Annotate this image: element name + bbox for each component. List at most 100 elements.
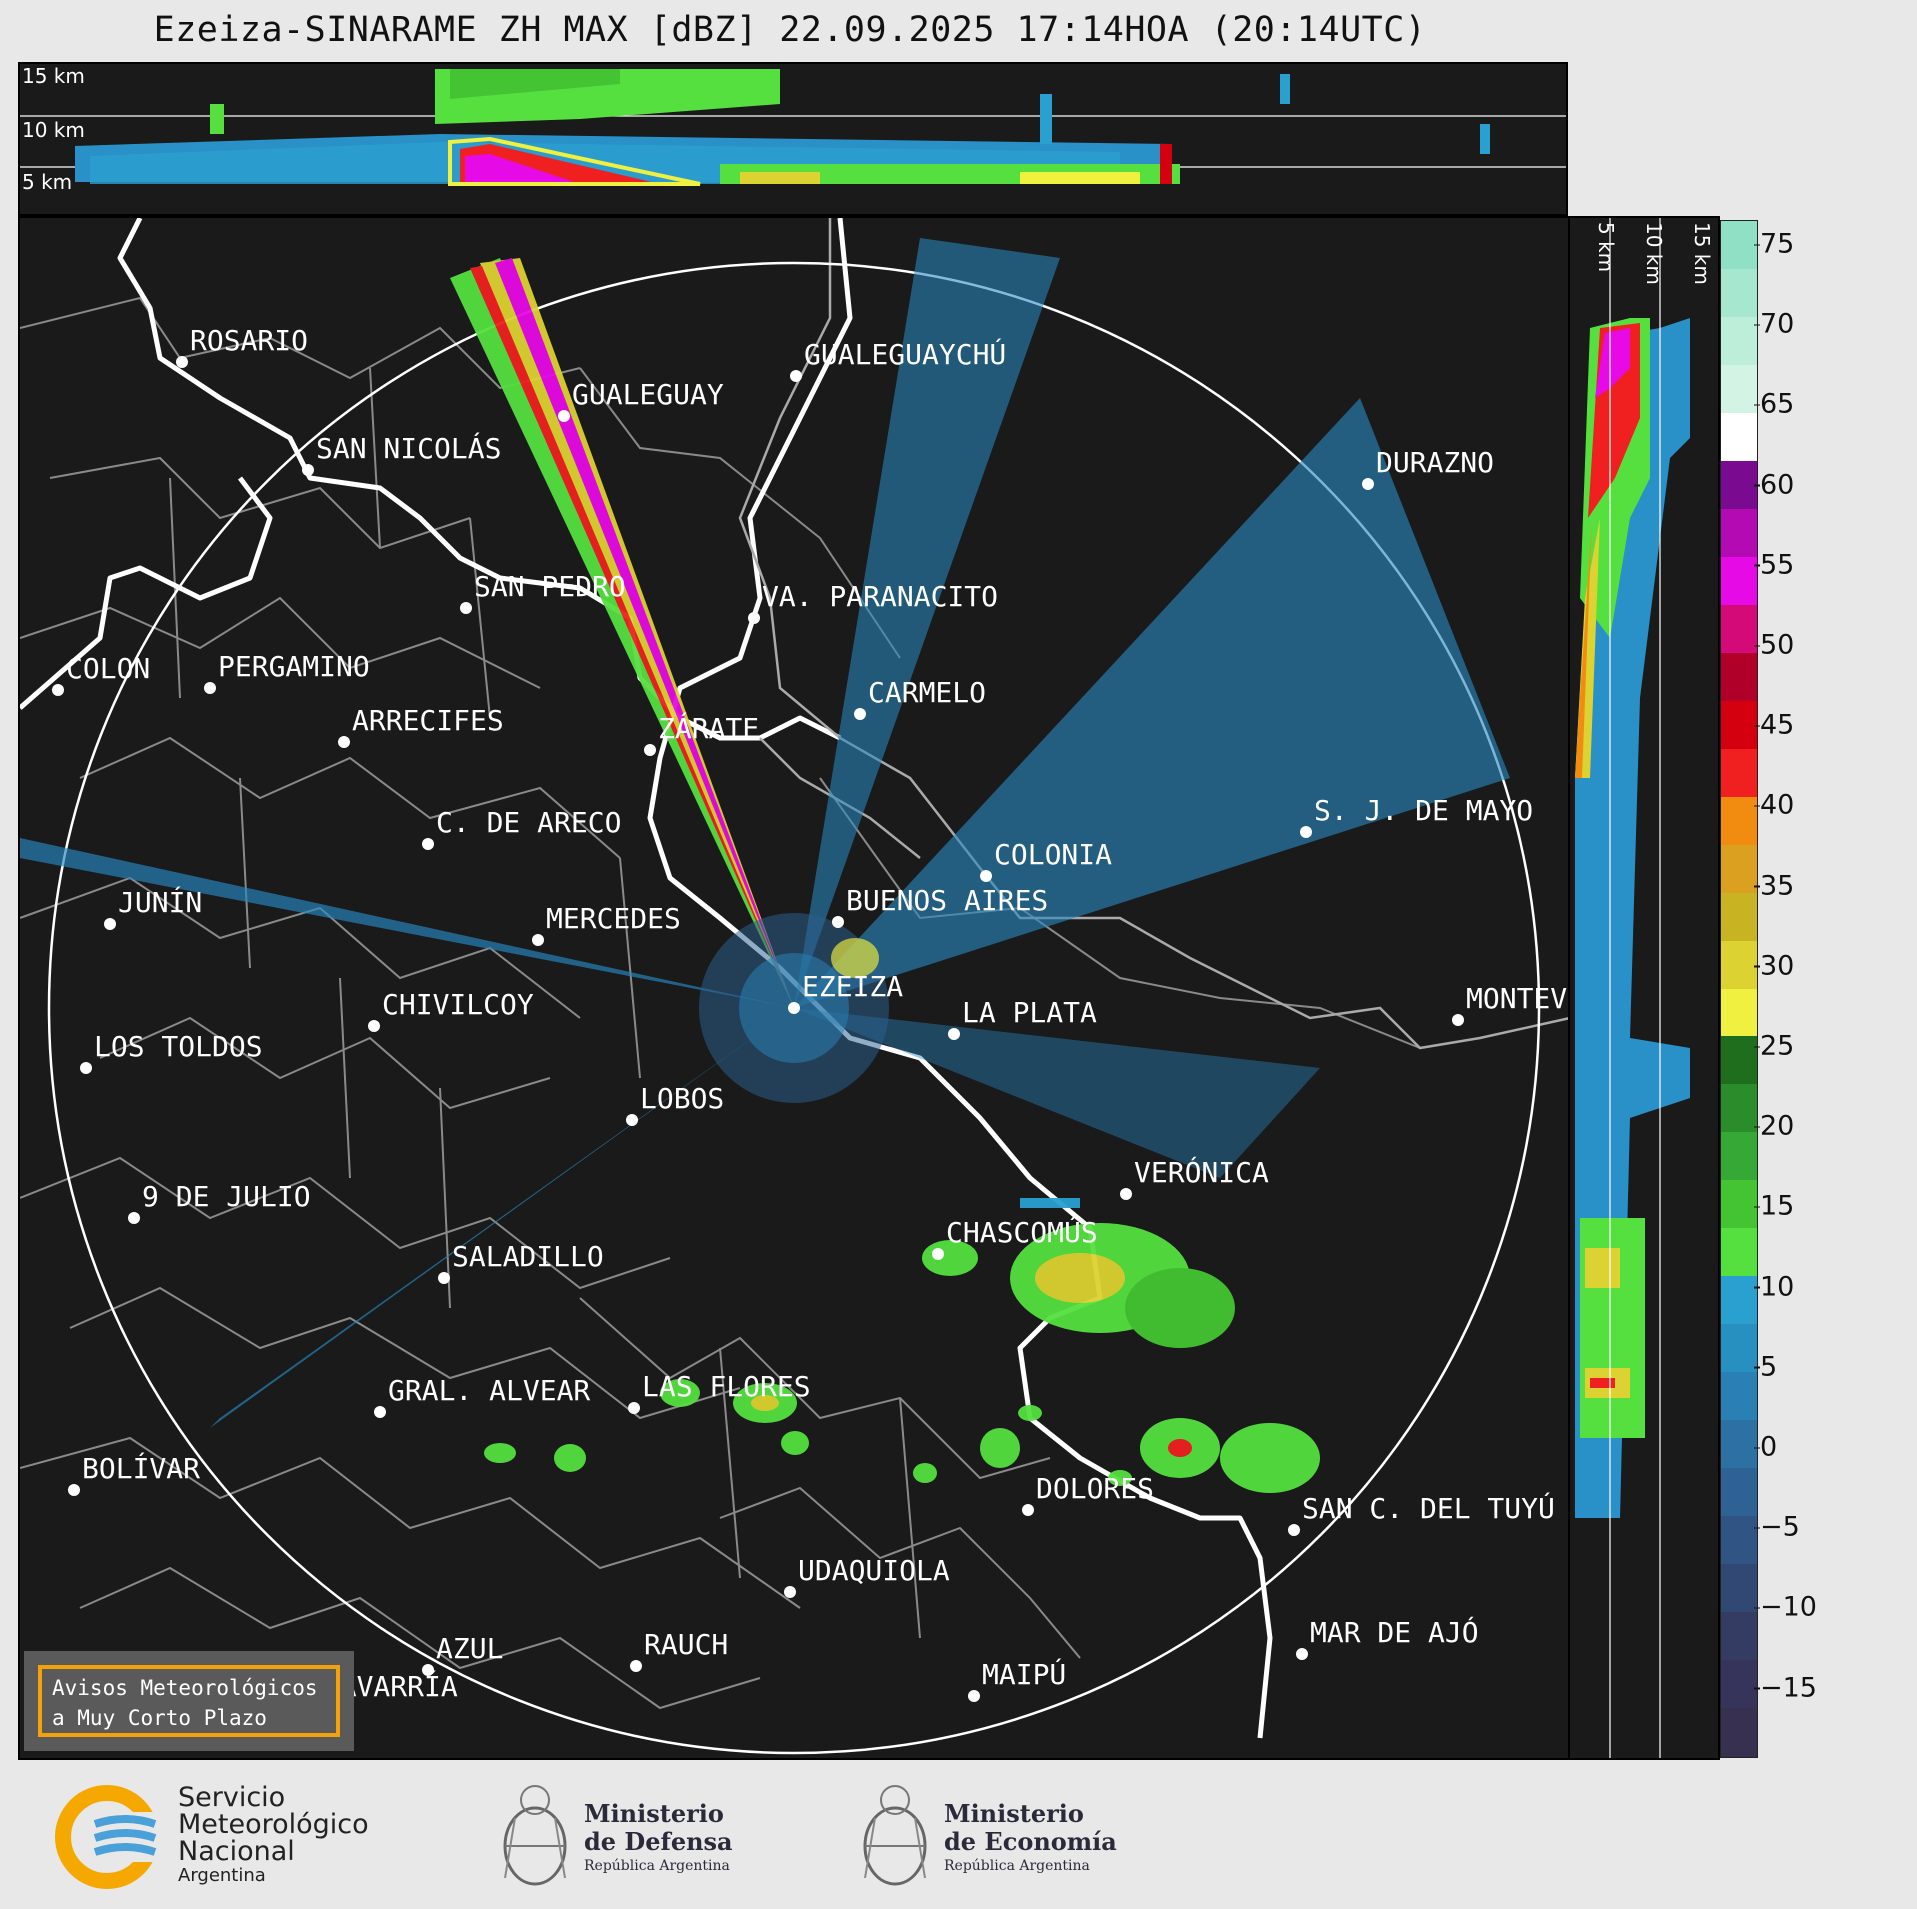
city-marker [948, 1028, 960, 1040]
city-marker [626, 1114, 638, 1126]
city-marker [1296, 1648, 1308, 1660]
colorbar-tick-label: 20 [1753, 1110, 1795, 1142]
city-label: JUNÍN [118, 886, 203, 919]
city-label: CHASCOMÚS [946, 1216, 1098, 1249]
colorbar-tick-label: 25 [1753, 1030, 1795, 1062]
city-marker [980, 870, 992, 882]
city-marker [784, 1586, 796, 1598]
level-5km-label: 5 km [22, 170, 73, 194]
city-label: LA PLATA [962, 996, 1097, 1029]
city-marker [422, 838, 434, 850]
city-marker [176, 356, 188, 368]
side-level-15km-label: 15 km [1690, 222, 1714, 285]
city-label: DURAZNO [1376, 446, 1495, 479]
city-label: MONTEV [1466, 982, 1568, 1015]
notice-line-1: Avisos Meteorológicos [52, 1676, 318, 1700]
colorbar-segment [1721, 1228, 1757, 1278]
city-marker [422, 1664, 434, 1676]
colorbar-segment [1721, 1372, 1757, 1422]
city-marker [790, 370, 802, 382]
city-label: EZEIZA [802, 970, 904, 1003]
city-label: LOBOS [640, 1082, 725, 1115]
colorbar-segment [1721, 1084, 1757, 1134]
colorbar-segment [1721, 1180, 1757, 1230]
colorbar-segment [1721, 700, 1757, 750]
radar-site-marker [788, 1002, 800, 1014]
city-label: GRAL. ALVEAR [388, 1374, 591, 1407]
colorbar-segment [1721, 268, 1757, 318]
city-label: 9 DE JULIO [142, 1180, 311, 1213]
city-marker [558, 410, 570, 422]
city-label: CARMELO [868, 676, 987, 709]
colorbar-tick-label: 70 [1753, 308, 1795, 340]
city-label: S. J. DE MAYO [1314, 794, 1534, 827]
colorbar-tick-label: 60 [1753, 469, 1795, 501]
colorbar-segment [1721, 892, 1757, 942]
colorbar-segment [1721, 1036, 1757, 1086]
city-marker [438, 1272, 450, 1284]
city-marker [1452, 1014, 1464, 1026]
smn-logo-text: Servicio Meteorológico Nacional Argentin… [178, 1782, 369, 1886]
radar-map[interactable]: ROSARIO GUALEGUAYCHÚ GUALEGUAY SAN NICOL… [18, 216, 1570, 1760]
city-marker [932, 1248, 944, 1260]
colorbar-tick-label: 10 [1753, 1271, 1795, 1303]
city-marker [104, 918, 116, 930]
colorbar-segment [1721, 652, 1757, 702]
colorbar-segment [1721, 1276, 1757, 1326]
city-marker [1022, 1504, 1034, 1516]
colorbar-tick-label: 35 [1753, 870, 1795, 902]
colorbar-tick-label: 40 [1753, 789, 1795, 821]
city-label: ROSARIO [190, 324, 309, 357]
notice-box[interactable]: Avisos Meteorológicos a Muy Corto Plazo [24, 1651, 354, 1751]
colorbar-segment [1721, 940, 1757, 990]
city-marker [52, 684, 64, 696]
radar-map-graphics [20, 218, 1568, 1755]
chart-title: Ezeiza-SINARAME ZH MAX [dBZ] 22.09.2025 … [153, 10, 1427, 50]
city-label: GUALEGUAYCHÚ [804, 338, 1007, 371]
colorbar [1720, 220, 1758, 1758]
defensa-logo-text: Ministerio de Defensa República Argentin… [584, 1799, 733, 1875]
footer-logos: Servicio Meteorológico Nacional Argentin… [0, 1760, 1917, 1909]
level-10km-label: 10 km [22, 118, 85, 142]
city-label: COLON [66, 652, 151, 685]
colorbar-segment [1721, 1612, 1757, 1662]
colorbar-segment [1721, 221, 1757, 270]
colorbar-segment [1721, 748, 1757, 798]
city-marker [832, 916, 844, 928]
colorbar-segment [1721, 556, 1757, 606]
colorbar-tick-label: −15 [1754, 1672, 1817, 1704]
level-15km-label: 15 km [22, 64, 85, 88]
city-label: VERÓNICA [1134, 1156, 1269, 1189]
colorbar-segment [1721, 988, 1757, 1038]
city-marker [532, 934, 544, 946]
colorbar-tick-label: −5 [1754, 1511, 1800, 1543]
colorbar-tick-label: 45 [1753, 709, 1795, 741]
city-marker [1120, 1188, 1132, 1200]
city-label: VA. PARANACITO [762, 580, 999, 613]
city-label: AZUL [436, 1632, 504, 1665]
colorbar-segment [1721, 1660, 1757, 1710]
colorbar-tick-label: 15 [1753, 1190, 1795, 1222]
colorbar-segment [1721, 412, 1757, 462]
colorbar-segment [1721, 1516, 1757, 1566]
city-marker [968, 1690, 980, 1702]
colorbar-segment [1721, 1420, 1757, 1470]
city-label: SAN PEDRO [474, 570, 626, 603]
colorbar-tick-label: 0 [1753, 1431, 1778, 1463]
city-marker [338, 736, 350, 748]
city-marker [1362, 478, 1374, 490]
city-label: UDAQUIOLA [798, 1554, 950, 1587]
city-marker [80, 1062, 92, 1074]
colorbar-tick-label: 30 [1753, 950, 1795, 982]
city-marker [854, 708, 866, 720]
city-marker [644, 744, 656, 756]
city-marker [748, 612, 760, 624]
city-label: CHIVILCOY [382, 988, 534, 1021]
colorbar-segment [1721, 796, 1757, 846]
city-label: PERGAMINO [218, 650, 370, 683]
city-label: MAIPÚ [982, 1658, 1067, 1691]
colorbar-segment [1721, 1708, 1757, 1757]
city-label: BUENOS AIRES [846, 884, 1049, 917]
colorbar-segment [1721, 316, 1757, 366]
city-label: LAS FLORES [642, 1370, 811, 1403]
